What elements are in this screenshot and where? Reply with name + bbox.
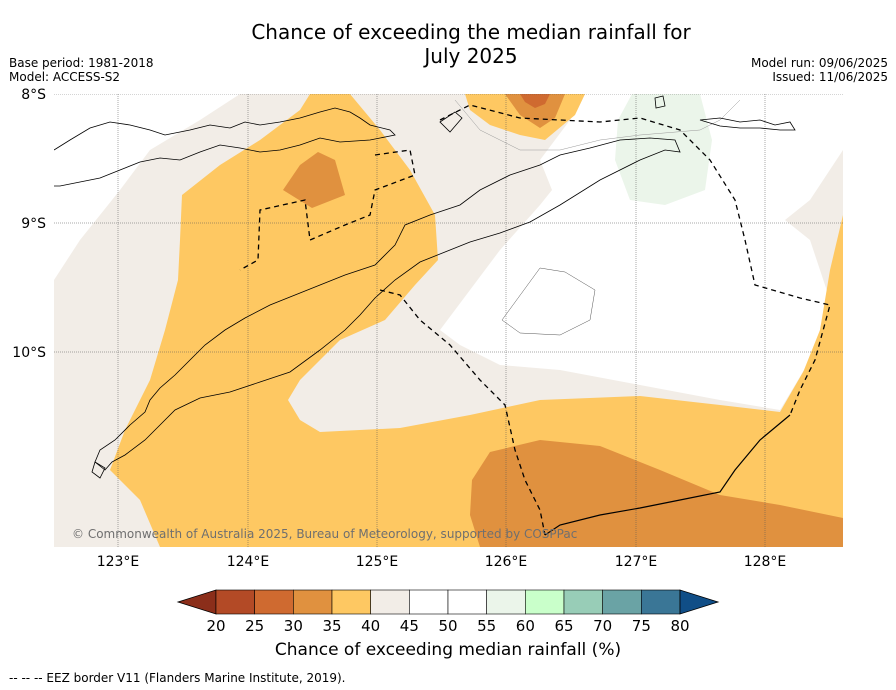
colorbar-tick-label: 55 (477, 617, 496, 635)
meta-left: Base period: 1981-2018 Model: ACCESS-S2 (9, 56, 154, 84)
wetar-coastline (699, 117, 796, 131)
meta-right: Model run: 09/06/2025 Issued: 11/06/2025 (751, 56, 888, 84)
timor-coastline (94, 137, 681, 471)
field-band-30-35-west (283, 152, 345, 208)
copyright-text: © Commonwealth of Australia 2025, Bureau… (72, 527, 577, 541)
colorbar-tick-label: 35 (322, 617, 341, 635)
colorbar-tick-label: 20 (206, 617, 225, 635)
lon-label: 125°E (356, 554, 399, 570)
eez-border-solid (544, 414, 791, 536)
eez-borders (239, 104, 831, 536)
field-band-25-30 (520, 94, 550, 108)
latitude-labels: 8°S 9°S 10°S (12, 87, 46, 361)
title-line-1: Chance of exceeding the median rainfall … (251, 20, 691, 44)
colorbar-swatch (525, 589, 565, 615)
lon-label: 123°E (97, 554, 140, 570)
eez-legend-note: -- -- -- EEZ border V11 (Flanders Marine… (9, 671, 346, 685)
colorbar-tick-label: 40 (361, 617, 380, 635)
colorbar-tick-label: 75 (632, 617, 651, 635)
colorbar-swatch (331, 589, 371, 615)
lon-label: 126°E (485, 554, 528, 570)
colorbar-swatch (486, 589, 526, 615)
colorbar-tick-label: 25 (245, 617, 264, 635)
field-band-35-40-west (110, 94, 843, 547)
field-band-30-35-north (505, 94, 565, 128)
colorbar-tick-label: 50 (438, 617, 457, 635)
graticule (54, 94, 843, 547)
colorbar-swatch (447, 589, 487, 615)
colorbar-tick-label: 45 (400, 617, 419, 635)
lat-label: 8°S (21, 87, 46, 103)
eez-border-south (379, 289, 546, 536)
colorbar-swatch (215, 589, 255, 615)
colorbar-tick-label: 30 (284, 617, 303, 635)
field-white-northwest (54, 94, 240, 280)
field-band-30-35-south (470, 440, 843, 547)
lon-label: 127°E (615, 554, 658, 570)
base-period: Base period: 1981-2018 (9, 56, 154, 70)
colorbar-tick-label: 80 (670, 617, 689, 635)
colorbar-swatch (293, 589, 333, 615)
small-island (654, 95, 666, 109)
lon-label: 128°E (744, 554, 787, 570)
colorbar-tick-label: 70 (593, 617, 612, 635)
lat-label: 10°S (12, 345, 46, 361)
contour-line (454, 99, 741, 151)
lon-label: 124°E (227, 554, 270, 570)
lat-label: 9°S (21, 216, 46, 232)
chart-title: Chance of exceeding the median rainfall … (0, 20, 896, 68)
colorbar-title: Chance of exceeding median rainfall (%) (274, 640, 622, 660)
model-run: Model run: 09/06/2025 (750, 56, 888, 70)
coastlines (54, 95, 796, 479)
colorbar-swatch (254, 589, 294, 615)
colorbar-swatch (563, 589, 603, 615)
colorbar: 20 25 30 35 40 45 50 55 60 65 70 75 80 (176, 589, 720, 635)
map-area: © Commonwealth of Australia 2025, Bureau… (54, 94, 843, 547)
model-name: Model: ACCESS-S2 (9, 70, 121, 84)
colorbar-swatch (641, 589, 681, 615)
colorbar-extend-low (176, 589, 217, 615)
title-line-2: July 2025 (424, 44, 518, 68)
colorbar-extend-high (679, 589, 720, 615)
longitude-labels: 123°E 124°E 125°E 126°E 127°E 128°E (97, 554, 787, 570)
flores-islands-coastline (54, 107, 396, 187)
colorbar-tick-label: 65 (554, 617, 573, 635)
issued-date: Issued: 11/06/2025 (772, 70, 888, 84)
eez-border-west (239, 149, 416, 271)
field-band-55-60 (615, 94, 712, 205)
colorbar-swatch (602, 589, 642, 615)
colorbar-swatch (370, 589, 410, 615)
colorbar-tick-label: 60 (516, 617, 535, 635)
small-island (91, 461, 106, 479)
contour-line (501, 267, 596, 336)
colorbar-swatch (409, 589, 449, 615)
